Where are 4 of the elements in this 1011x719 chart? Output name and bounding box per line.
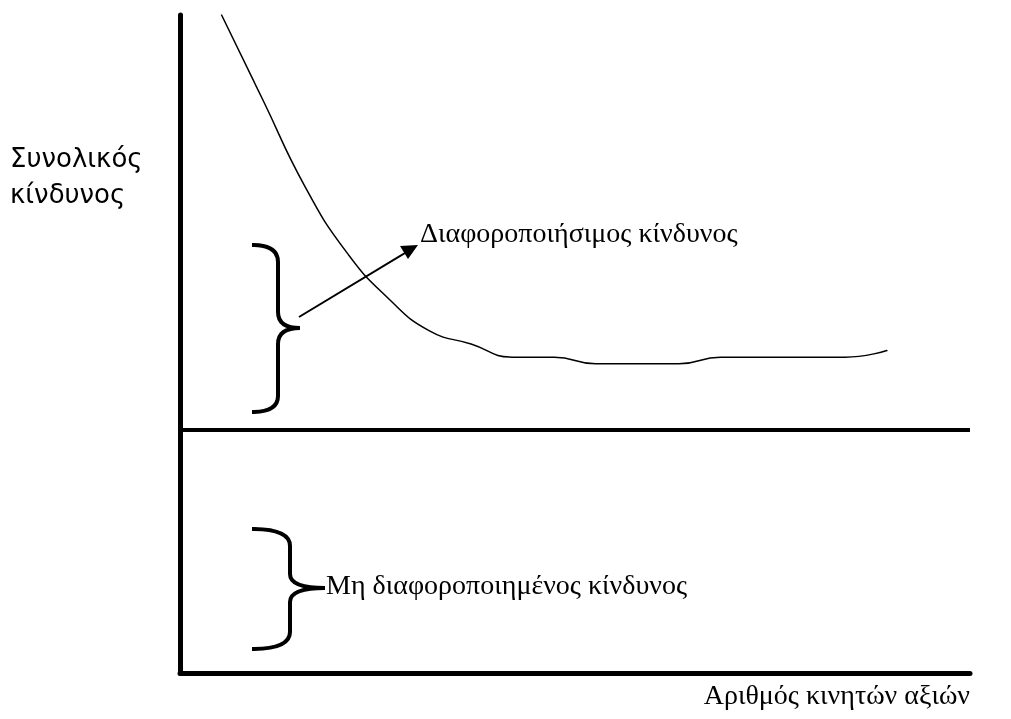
annotation: Μη διαφοροποιημένος κίνδυνος [326,568,688,600]
x-axis-title: Αριθμός κινητών αξιών [703,678,971,710]
y-axis-title: Συνολικός κίνδυνος [10,143,143,209]
annotation: Διαφοροποιήσιμος κίνδυνος [420,216,738,248]
